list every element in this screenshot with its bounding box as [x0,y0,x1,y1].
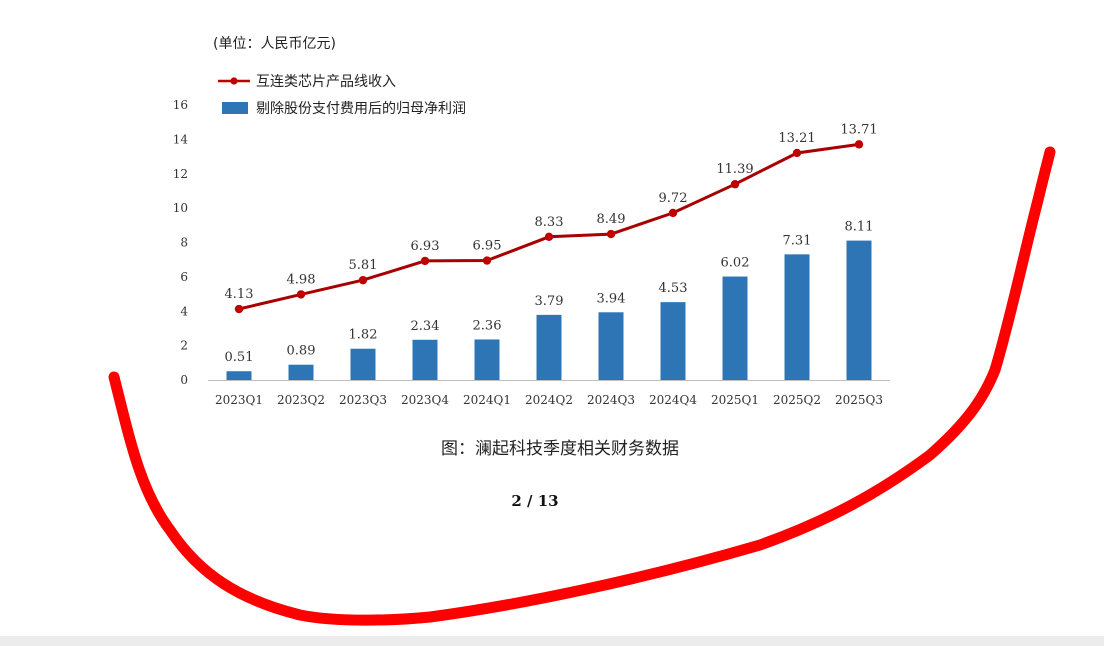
bar [412,339,438,380]
line-data-label: 8.49 [597,212,626,227]
bar-series [226,240,872,380]
y-tick-label: 6 [180,270,188,284]
y-tick-label: 4 [180,304,188,318]
x-tick-label: 2025Q1 [711,393,759,407]
y-tick-label: 10 [173,201,188,215]
bar-data-label: 0.51 [225,350,254,365]
line-data-label: 8.33 [535,215,564,230]
line-data-labels: 4.13 4.98 5.81 6.93 6.95 8.33 8.49 9.72 11.39 13.… [225,122,878,302]
line-point [854,140,864,149]
bar [226,371,252,380]
x-tick-label: 2023Q1 [215,393,263,407]
page-number: 2 / 13 [511,492,558,510]
line-data-label: 13.71 [840,122,877,137]
bar-data-label: 3.94 [597,291,626,306]
line-point [730,180,740,189]
x-tick-label: 2023Q4 [401,393,449,407]
bar [722,276,748,380]
bar-data-label: 2.34 [411,319,440,334]
line-data-label: 13.21 [778,131,815,146]
bar-data-labels: 0.51 0.89 1.82 2.34 2.36 3.79 3.94 4.53 6.02 7.31… [225,220,874,366]
bar-data-label: 3.79 [535,294,564,309]
x-axis: 2023Q1 2023Q2 2023Q3 2023Q4 2024Q1 2024Q2 2024… [215,393,883,407]
legend: 互连类芯片产品线收入 剔除股份支付费用后的归母净利润 [218,74,466,117]
bar [288,364,314,380]
x-tick-label: 2024Q4 [649,393,697,407]
x-tick-label: 2023Q3 [339,393,387,407]
line-point [482,256,492,265]
x-tick-label: 2025Q3 [835,393,883,407]
line-data-label: 9.72 [659,191,688,206]
y-tick-label: 12 [173,167,188,181]
line-point [668,208,678,218]
x-tick-label: 2024Q1 [463,393,511,407]
line-point [606,229,616,239]
bar-data-label: 4.53 [659,281,688,296]
bar [660,302,686,380]
line-point [792,148,802,158]
line-data-label: 6.93 [411,239,440,254]
legend-line-marker [230,77,238,85]
x-tick-label: 2024Q2 [525,393,573,407]
bottom-bar [0,636,1104,646]
y-tick-label: 2 [180,339,188,353]
bar-data-label: 1.82 [349,328,378,343]
bar-data-label: 6.02 [721,256,750,271]
bar-data-label: 0.89 [287,344,316,359]
line-point [544,232,554,242]
line-point [420,256,430,266]
y-tick-label: 0 [180,373,188,387]
line-point [296,290,306,299]
bar [846,240,872,380]
bar [474,339,500,380]
y-axis: 0 2 4 6 8 10 12 14 16 [173,98,189,387]
line-point [234,304,244,314]
legend-bar-swatch [222,102,248,114]
bar [598,312,624,380]
red-annotation-curve [108,146,1056,626]
line-data-label: 11.39 [716,162,753,177]
x-tick-label: 2025Q2 [773,393,821,407]
line-data-label: 4.13 [225,287,254,302]
figure-caption: 图：澜起科技季度相关财务数据 [441,439,679,459]
legend-entry-net-profit: 剔除股份支付费用后的归母净利润 [256,100,466,117]
x-tick-label: 2024Q3 [587,393,635,407]
y-tick-label: 8 [180,236,188,250]
line-point [358,275,368,285]
bar [784,254,810,380]
bar [536,314,562,380]
unit-label: (单位：人民币亿元) [213,36,336,52]
bar [350,348,376,380]
line-data-label: 5.81 [349,258,378,273]
y-tick-label: 14 [173,132,189,146]
y-tick-label: 16 [173,98,188,112]
line-markers [234,140,864,314]
line-data-label: 6.95 [473,239,502,254]
x-tick-label: 2023Q2 [277,393,325,407]
bar-data-label: 2.36 [473,318,502,333]
line-data-label: 4.98 [287,272,316,287]
bar-data-label: 7.31 [783,233,812,248]
bar-data-label: 8.11 [845,220,874,235]
legend-entry-revenue: 互连类芯片产品线收入 [256,74,396,90]
